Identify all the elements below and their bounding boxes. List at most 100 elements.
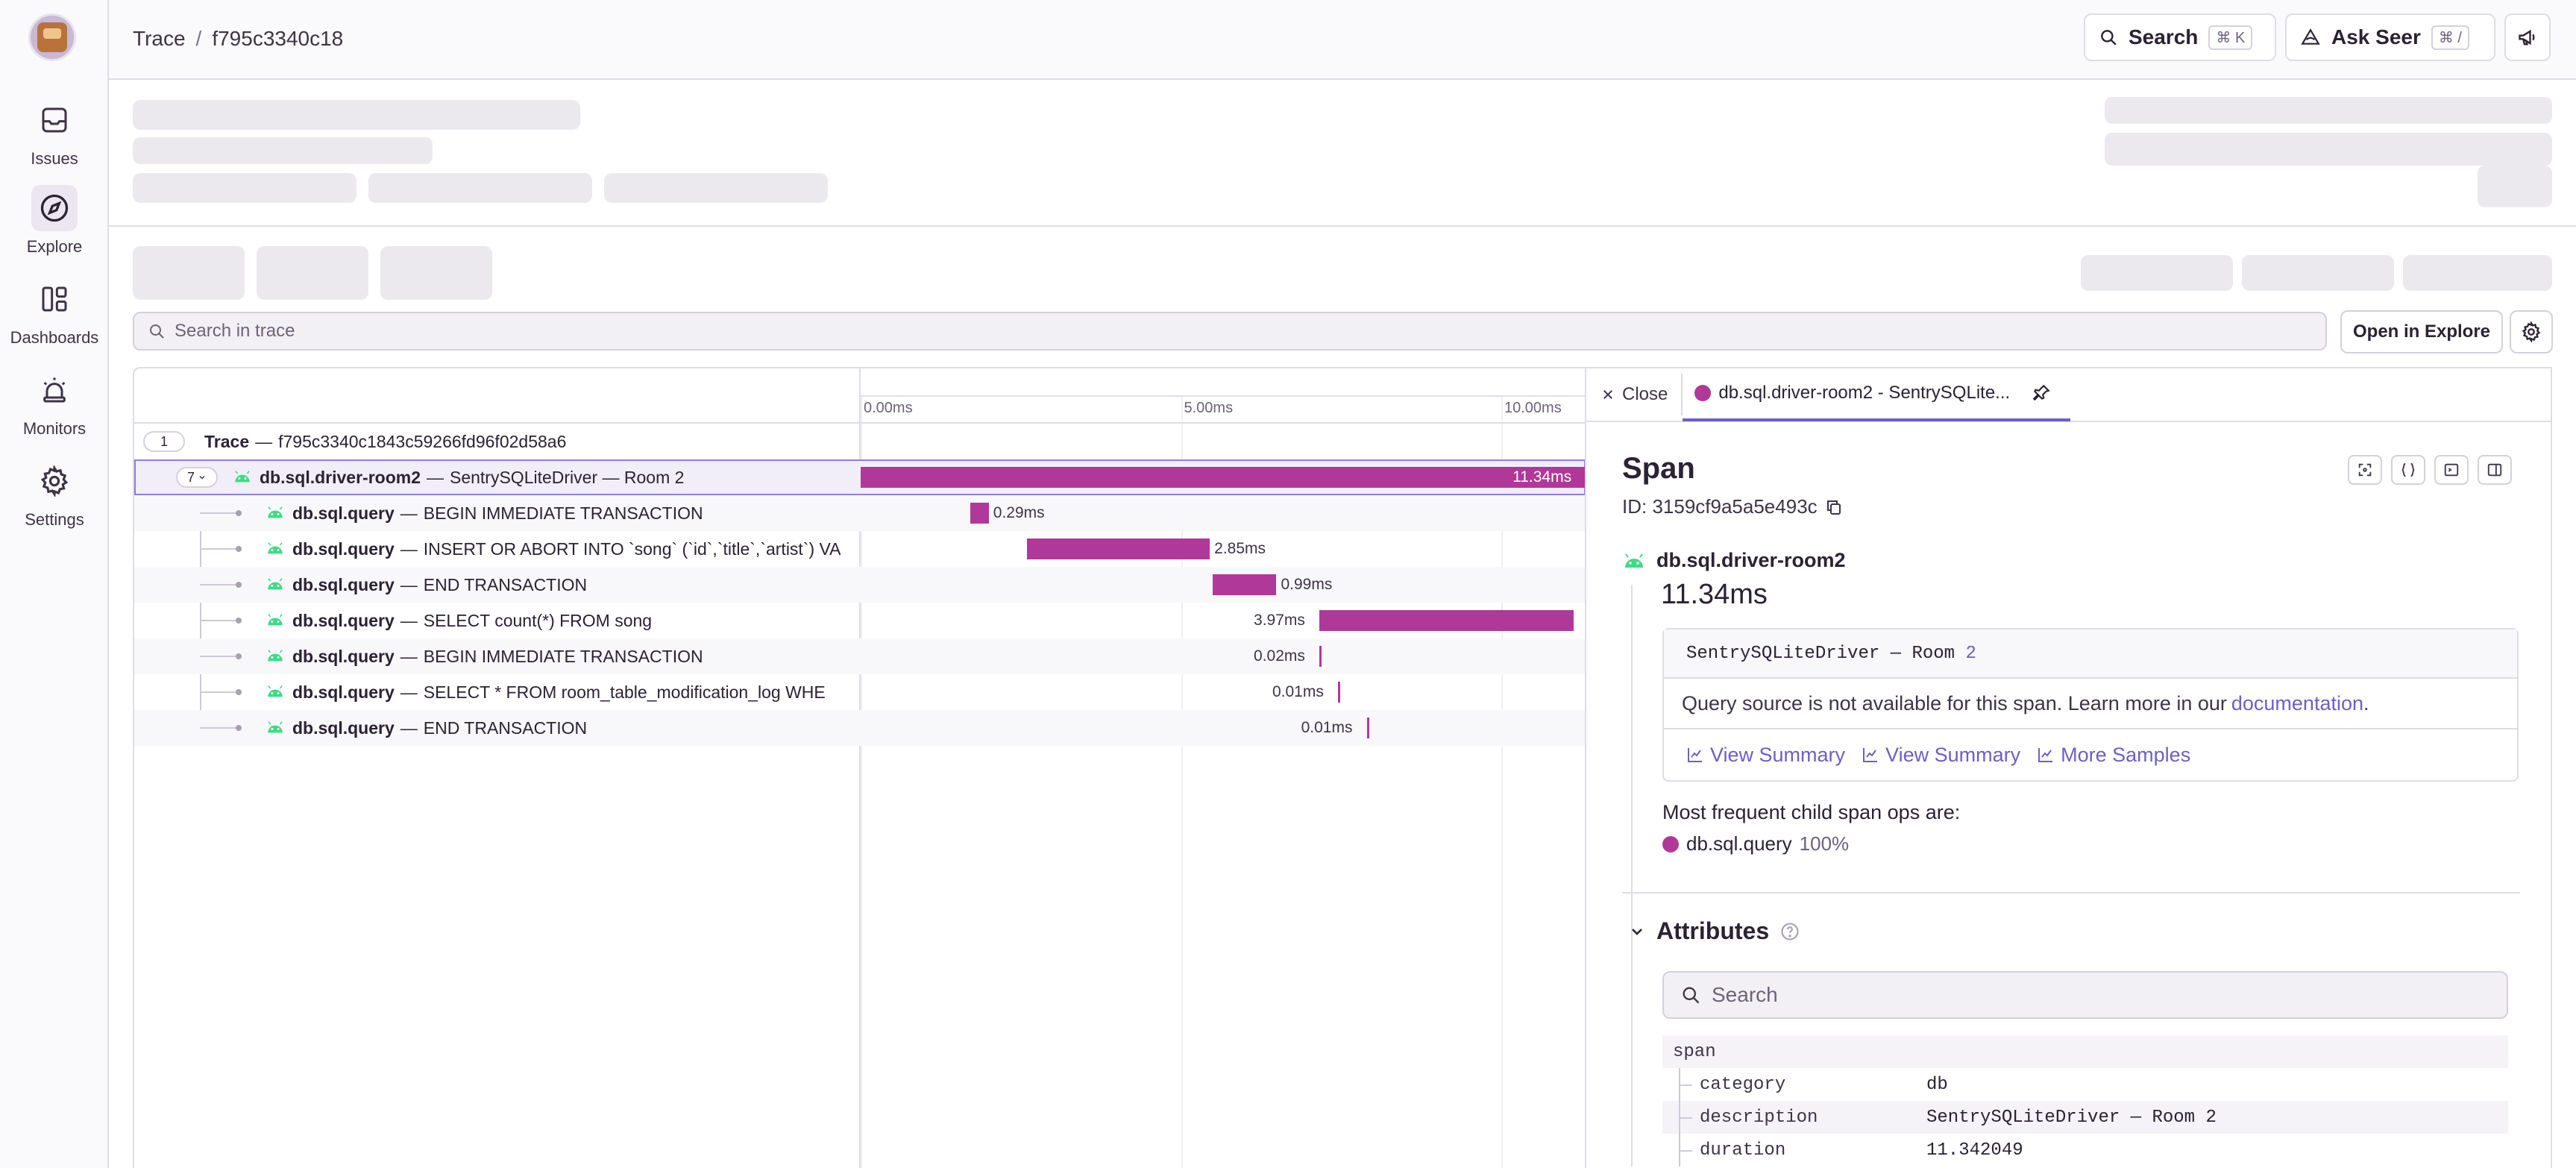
loading-skeleton [2478, 166, 2552, 207]
timeline-gridline [1181, 395, 1183, 1168]
tree-node-dot [236, 689, 242, 695]
copy-icon[interactable] [1825, 498, 1843, 516]
query-actions: View Summary View Summary More Samples [1664, 729, 2517, 780]
tree-node-dot [236, 618, 242, 624]
span-description: SentrySQLiteDriver — Room 2 [449, 467, 685, 487]
attribute-group-row[interactable]: span [1662, 1035, 2508, 1068]
search-icon [2101, 30, 2117, 45]
span-label: db.sql.query — BEGIN IMMEDIATE TRANSACTION [266, 638, 859, 674]
breadcrumb-trace[interactable]: Trace [133, 27, 186, 50]
trace-search-input[interactable]: Search in trace [133, 312, 2327, 351]
feedback-button[interactable] [2504, 13, 2551, 61]
view-summary-link-2[interactable]: View Summary [1862, 744, 2020, 767]
frequent-op-item[interactable]: db.sql.query 100% [1662, 832, 1849, 855]
timeline-header-line [134, 422, 1586, 424]
global-search-button[interactable]: Search ⌘ K [2084, 13, 2276, 61]
search-icon [150, 324, 164, 339]
span-label: db.sql.query — END TRANSACTION [266, 710, 859, 746]
org-logo-icon [37, 22, 67, 52]
waterfall-divider[interactable] [859, 368, 861, 1168]
span-duration-bar [970, 503, 989, 524]
attribute-value: 11.342049 [1926, 1140, 2023, 1161]
zoom-to-span-button[interactable] [2348, 455, 2382, 485]
loading-skeleton [2105, 97, 2552, 124]
span-label: db.sql.query — INSERT OR ABORT INTO `song`… [266, 531, 859, 567]
view-summary-link[interactable]: View Summary [1686, 744, 1845, 767]
span-id: ID: 3159cf9a5a5e493c [1622, 495, 1843, 518]
span-row[interactable]: db.sql.query — BEGIN IMMEDIATE TRANSACTION… [134, 495, 1586, 531]
span-op: db.sql.query [292, 539, 395, 559]
trace-label: Trace [204, 431, 250, 451]
span-details-drawer: Close db.sql.driver-room2 - SentrySQLite… [1585, 367, 2552, 1168]
span-duration-bar [861, 467, 1586, 488]
span-duration-bar [1319, 646, 1322, 667]
query-code: SentrySQLiteDriver — Room 2 [1664, 629, 2517, 679]
tree-node-dot [236, 510, 242, 516]
span-row[interactable]: db.sql.query — INSERT OR ABORT INTO `song`… [134, 531, 1586, 567]
more-samples-link[interactable]: More Samples [2037, 744, 2190, 767]
toggle-panel-button[interactable] [2478, 455, 2512, 485]
section-divider [109, 225, 2576, 227]
nav-item-dashboards[interactable]: Dashboards [0, 276, 109, 348]
span-duration-label: 11.34ms [1512, 468, 1572, 486]
attribute-group-name: span [1673, 1041, 1716, 1062]
tab-span[interactable]: db.sql.driver-room2 - SentrySQLite... [1683, 368, 2071, 421]
more-samples-label: More Samples [2061, 743, 2191, 766]
separator: — [426, 467, 444, 487]
span-label: db.sql.query — BEGIN IMMEDIATE TRANSACTION [266, 495, 859, 531]
attribute-row[interactable]: description SentrySQLiteDriver — Room 2 [1662, 1101, 2508, 1134]
children-count-pill[interactable]: 1 [143, 431, 185, 452]
span-duration-label: 3.97ms [1254, 612, 1305, 629]
help-icon[interactable] [1779, 921, 1800, 942]
ask-seer-button[interactable]: Ask Seer ⌘ / [2285, 13, 2495, 61]
trace-settings-button[interactable] [2510, 310, 2553, 354]
attributes-section-toggle[interactable]: Attributes [1628, 917, 1800, 945]
span-row-selected[interactable]: 7 db.sql.driver-room2— SentrySQLiteDriver … [134, 459, 1586, 495]
span-op: db.sql.query [292, 682, 395, 702]
span-duration-label: 0.99ms [1281, 576, 1333, 593]
chart-icon [1688, 748, 1702, 762]
loading-skeleton [2242, 255, 2394, 291]
tree-node-dot [236, 582, 242, 588]
span-row[interactable]: db.sql.query — SELECT * FROM room_table_mo… [134, 674, 1586, 710]
tree-branch [200, 656, 240, 657]
attributes-search-input[interactable]: Search [1662, 971, 2508, 1019]
json-button[interactable] [2391, 455, 2425, 485]
separator: — [400, 574, 418, 594]
span-duration-label: 0.01ms [1301, 719, 1353, 736]
span-label: db.sql.query — SELECT count(*) FROM song [266, 603, 859, 638]
loading-skeleton [133, 246, 245, 300]
timeline-axis: 0.00ms 5.00ms 10.00ms [861, 395, 1586, 421]
pin-icon[interactable] [2032, 383, 2051, 403]
android-icon [266, 575, 285, 595]
nav-item-monitors[interactable]: Monitors [0, 367, 109, 439]
children-count: 7 [186, 469, 195, 485]
nav-item-issues[interactable]: Issues [0, 97, 109, 169]
span-row[interactable]: db.sql.query — SELECT count(*) FROM song 3.… [134, 603, 1586, 638]
attribute-value: db [1926, 1074, 1948, 1095]
seer-eye-icon [2301, 28, 2320, 45]
attribute-row[interactable]: duration 11.342049 [1662, 1134, 2508, 1167]
open-in-explore-button[interactable]: Open in Explore [2340, 310, 2503, 354]
close-drawer-button[interactable]: Close [1586, 374, 1683, 415]
span-row[interactable]: db.sql.query — END TRANSACTION 0.01ms [134, 710, 1586, 746]
span-row[interactable]: db.sql.query — END TRANSACTION 0.99ms [134, 567, 1586, 603]
span-id-text: ID: 3159cf9a5a5e493c [1622, 495, 1818, 518]
span-description: BEGIN IMMEDIATE TRANSACTION [423, 503, 703, 523]
android-icon [266, 539, 285, 559]
attribute-row[interactable]: category db [1662, 1068, 2508, 1101]
profile-button[interactable] [2434, 455, 2469, 485]
nav-item-explore[interactable]: Explore [0, 185, 109, 257]
compass-icon [31, 185, 78, 231]
expand-children-toggle[interactable]: 7 [176, 467, 218, 488]
nav-item-settings[interactable]: Settings [0, 458, 109, 530]
section-divider [1622, 892, 2520, 894]
drawer-title: Span [1622, 452, 1695, 485]
span-row[interactable]: db.sql.query — BEGIN IMMEDIATE TRANSACTION… [134, 638, 1586, 674]
org-avatar[interactable] [28, 13, 76, 61]
separator: — [255, 431, 273, 451]
trace-root-row[interactable]: 1 Trace — f795c3340c1843c59266fd96f02d58a6 [134, 424, 1586, 459]
span-op: db.sql.query [292, 610, 395, 630]
documentation-link[interactable]: documentation [2231, 691, 2363, 715]
separator: — [400, 682, 418, 702]
